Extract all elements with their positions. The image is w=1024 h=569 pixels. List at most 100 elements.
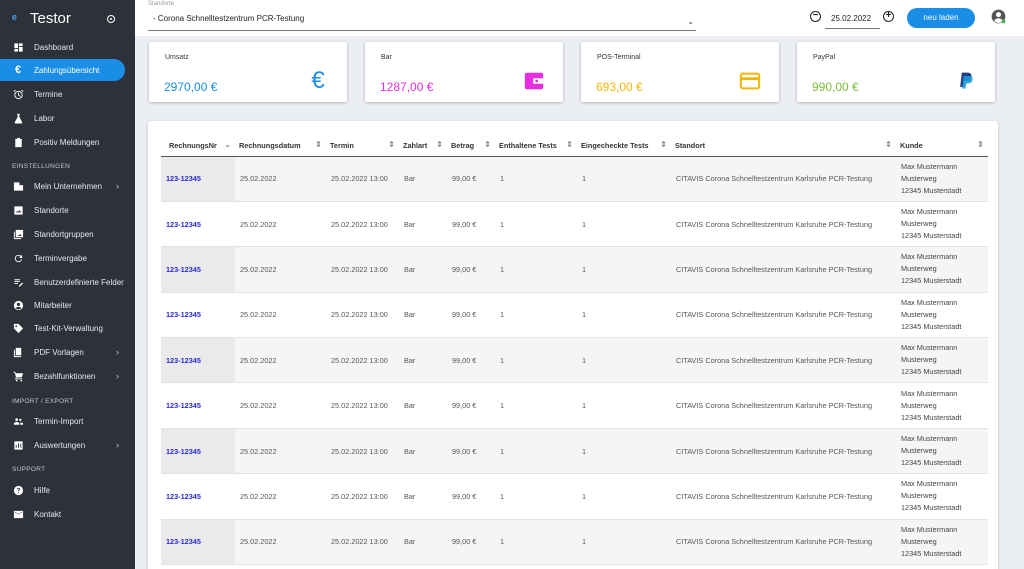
customer-cell: Max Mustermann Musterweg 12345 Musterstadt: [896, 382, 988, 429]
column-header-standort[interactable]: Standort ⇕: [671, 135, 896, 157]
date-previous-button[interactable]: −: [810, 11, 821, 22]
cart-icon: [12, 370, 24, 382]
invoice-number-link[interactable]: 123-12345: [161, 201, 235, 248]
invoice-number-link[interactable]: 123-12345: [161, 519, 235, 566]
table-row[interactable]: 123-12345 25.02.2022 25.02.2022 13:00 Bar 99…: [161, 292, 988, 339]
table-row[interactable]: 123-12345 25.02.2022 25.02.2022 13:00 Bar 99…: [161, 428, 988, 475]
sidebar-item-positiv-meldungen[interactable]: Positiv Meldungen: [0, 131, 135, 153]
column-header-rechnungsnr[interactable]: RechnungsNr ⌄: [161, 135, 235, 157]
sidebar-item-termine[interactable]: Termine: [0, 83, 135, 105]
clipboard-icon: [12, 136, 24, 148]
invoice-date-cell: 25.02.2022: [235, 292, 326, 339]
help-icon: [12, 484, 24, 496]
table-row[interactable]: 123-12345 25.02.2022 25.02.2022 13:00 Bar 99…: [161, 201, 988, 248]
column-header-label: Betrag: [451, 140, 475, 150]
sidebar-item-label: Labor: [34, 113, 55, 123]
dashboard-icon: [12, 41, 24, 53]
sidebar-item-benutzerdefinierte-felder[interactable]: Benutzerdefinierte Felder: [0, 271, 135, 293]
date-input[interactable]: 25.02.2022: [825, 10, 880, 29]
tag-icon: [12, 322, 24, 334]
sidebar-item-mitarbeiter[interactable]: Mitarbeiter: [0, 294, 135, 316]
testor-logo-icon: ᵉ: [12, 11, 17, 26]
customer-cell: Max Mustermann Musterweg 12345 Musterstadt: [896, 246, 988, 293]
table-row[interactable]: 123-12345 25.02.2022 25.02.2022 13:00 Bar 99…: [161, 156, 988, 202]
invoice-number-link[interactable]: 123-12345: [161, 246, 235, 293]
invoice-number-link[interactable]: 123-12345: [161, 428, 235, 475]
image-icon: [12, 204, 24, 216]
customer-ort: 12345 Musterstadt: [901, 185, 962, 195]
column-header-zahlart[interactable]: Zahlart ⇕: [399, 135, 447, 157]
sidebar-item-termin-import[interactable]: Termin-Import: [0, 410, 135, 432]
sort-icon: ⇕: [885, 140, 892, 149]
column-header-betrag[interactable]: Betrag ⇕: [447, 135, 495, 157]
sidebar-item-label: Test-Kit-Verwaltung: [34, 323, 103, 333]
sidebar-item-dashboard[interactable]: Dashboard: [0, 36, 135, 58]
invoice-date-cell: 25.02.2022: [235, 156, 326, 202]
sidebar-item-label: Auswertungen: [34, 440, 86, 450]
sort-icon: ⇕: [436, 140, 443, 149]
location-select[interactable]: - Corona Schnelltestzentrum PCR-Testung …: [148, 11, 696, 31]
card-title: Umsatz: [165, 54, 189, 61]
column-header-label: Zahlart: [403, 140, 428, 150]
table-row[interactable]: 123-12345 25.02.2022 25.02.2022 13:00 Bar 99…: [161, 337, 988, 384]
column-header-enthaltene-tests[interactable]: Enthaltene Tests ⇕: [495, 135, 577, 157]
sidebar-item-label: Zahlungsübersicht: [34, 65, 100, 75]
sidebar-item-kontakt[interactable]: Kontakt: [0, 503, 135, 525]
sidebar-item-pdf-vorlagen[interactable]: PDF Vorlagen ›: [0, 341, 135, 363]
sidebar-item-standortgruppen[interactable]: Standortgruppen: [0, 223, 135, 245]
sidebar-item-hilfe[interactable]: Hilfe: [0, 479, 135, 501]
sort-icon: ⇕: [977, 140, 984, 149]
column-header-eingecheckte-tests[interactable]: Eingecheckte Tests ⇕: [577, 135, 671, 157]
checked-in-tests-cell: 1: [577, 201, 671, 248]
customer-name: Max Mustermann: [901, 207, 958, 217]
included-tests-cell: 1: [495, 156, 577, 202]
sidebar-item-label: Benutzerdefinierte Felder: [34, 277, 124, 287]
sidebar: ᵉ Testor Dashboard € Zahlungsübersicht T…: [0, 0, 135, 569]
account-avatar-icon[interactable]: [991, 9, 1006, 24]
customer-ort: 12345 Musterstadt: [901, 412, 962, 422]
table-row[interactable]: 123-12345 25.02.2022 25.02.2022 13:00 Bar 99…: [161, 519, 988, 566]
invoice-number-link[interactable]: 123-12345: [161, 292, 235, 339]
sidebar-item-mein-unternehmen[interactable]: Mein Unternehmen ›: [0, 175, 135, 197]
sort-icon: ⇕: [388, 140, 395, 149]
sidebar-item-label: Standortgruppen: [34, 229, 94, 239]
sidebar-item-terminvergabe[interactable]: Terminvergabe: [0, 247, 135, 269]
section-label-settings: EINSTELLUNGEN: [12, 163, 71, 170]
invoice-number-link[interactable]: 123-12345: [161, 337, 235, 384]
table-row[interactable]: 123-12345 25.02.2022 25.02.2022 13:00 Bar 99…: [161, 246, 988, 293]
table-row[interactable]: 123-12345 25.02.2022 25.02.2022 13:00 Bar 99…: [161, 473, 988, 520]
reload-button[interactable]: neu laden: [907, 8, 975, 28]
invoice-number-link[interactable]: 123-12345: [161, 382, 235, 429]
sidebar-item-auswertungen[interactable]: Auswertungen ›: [0, 434, 135, 456]
customer-strasse: Musterweg: [901, 173, 937, 183]
checked-in-tests-cell: 1: [577, 156, 671, 202]
sidebar-item-test-kit-verwaltung[interactable]: Test-Kit-Verwaltung: [0, 317, 135, 339]
section-label-import-export: IMPORT / EXPORT: [12, 398, 74, 405]
sort-icon: ⇕: [484, 140, 491, 149]
sidebar-item-labor[interactable]: Labor: [0, 107, 135, 129]
chevron-right-icon: ›: [116, 347, 119, 357]
sidebar-item-bezahlfunktionen[interactable]: Bezahlfunktionen ›: [0, 365, 135, 387]
column-header-termin[interactable]: Termin ⇕: [326, 135, 399, 157]
amount-cell: 99,00 €: [447, 246, 495, 293]
account-icon: [12, 299, 24, 311]
customer-strasse: Musterweg: [901, 309, 937, 319]
column-header-label: Termin: [330, 140, 354, 150]
checked-in-tests-cell: 1: [577, 246, 671, 293]
column-header-rechnungsdatum[interactable]: Rechnungsdatum ⇕: [235, 135, 326, 157]
sidebar-item-standorte[interactable]: Standorte: [0, 199, 135, 221]
table-row[interactable]: 123-12345 25.02.2022 25.02.2022 13:00 Bar 99…: [161, 382, 988, 429]
date-next-button[interactable]: +: [883, 11, 894, 22]
invoice-number-link[interactable]: 123-12345: [161, 156, 235, 202]
radio-toggle-icon[interactable]: [107, 15, 115, 23]
alarm-icon: [12, 88, 24, 100]
customer-strasse: Musterweg: [901, 355, 937, 365]
column-header-kunde[interactable]: Kunde ⇕: [896, 135, 988, 157]
mail-icon: [12, 508, 24, 520]
sidebar-item-zahlungsuebersicht[interactable]: € Zahlungsübersicht: [0, 59, 125, 81]
customer-ort: 12345 Musterstadt: [901, 321, 962, 331]
customer-strasse: Musterweg: [901, 219, 937, 229]
invoice-number-link[interactable]: 123-12345: [161, 473, 235, 520]
sidebar-item-label: Mein Unternehmen: [34, 181, 103, 191]
group-icon: [12, 415, 24, 427]
